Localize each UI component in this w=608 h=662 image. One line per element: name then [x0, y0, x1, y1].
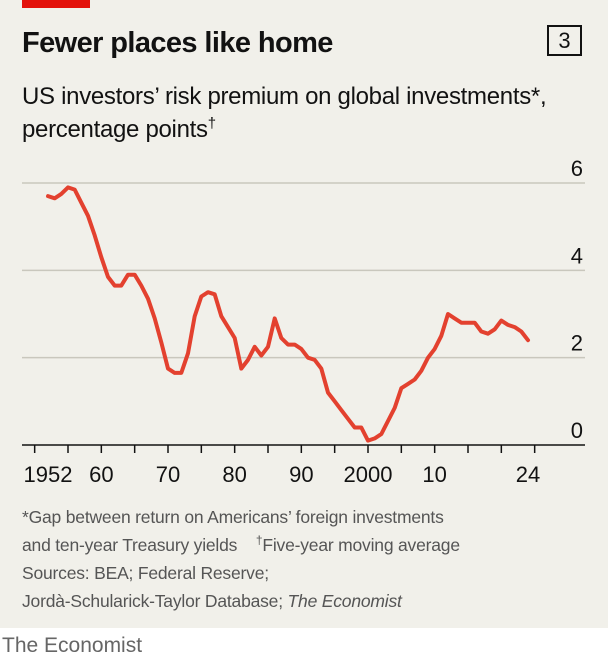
- footnote-line-2: and ten-year Treasury yields †Five-year …: [22, 531, 602, 559]
- y-tick-label: 4: [571, 243, 583, 268]
- x-tick-label: 24: [516, 462, 540, 487]
- chart-number-badge: 3: [547, 25, 582, 56]
- x-tick-label: 80: [222, 462, 246, 487]
- x-tick-label: 2000: [344, 462, 393, 487]
- x-tick-label: 60: [89, 462, 113, 487]
- chart-title: Fewer places like home: [22, 27, 333, 59]
- y-tick-labels: 0 2 4 6: [571, 156, 583, 443]
- sources-line-2-text: Jordà-Schularick-Taylor Database;: [22, 591, 283, 611]
- x-tick-label: 90: [289, 462, 313, 487]
- footnote-line-2-rest: Five-year moving average: [262, 535, 460, 555]
- series: [46, 185, 530, 443]
- x-tick-label: 70: [156, 462, 180, 487]
- subtitle-footnote-mark: †: [207, 115, 216, 132]
- x-tick-label: 1952: [24, 462, 73, 487]
- sources-line-1: Sources: BEA; Federal Reserve;: [22, 563, 269, 583]
- x-tick-label: 10: [422, 462, 446, 487]
- x-tick-labels: 1952 60 70 80 90 2000 10 24: [24, 462, 541, 487]
- gridlines: [22, 182, 585, 359]
- y-tick-label: 2: [571, 331, 583, 356]
- footnote-dagger-mark: †: [255, 533, 263, 548]
- footnote-line-1: *Gap between return on Americans’ foreig…: [22, 507, 444, 527]
- brand-red-tag: [22, 0, 90, 8]
- y-tick-label: 6: [571, 156, 583, 181]
- chart-subtitle: US investors’ risk premium on global inv…: [22, 80, 582, 146]
- risk-premium-line: [46, 185, 530, 443]
- y-tick-label: 0: [571, 418, 583, 443]
- x-axis: [22, 444, 585, 453]
- sources-line-2: Jordà-Schularick-Taylor Database; The Ec…: [22, 587, 602, 615]
- chart-footnotes: *Gap between return on Americans’ foreig…: [22, 503, 602, 615]
- publisher-credit: The Economist: [2, 634, 143, 657]
- sources-line-2-italic: The Economist: [287, 591, 402, 611]
- subtitle-text: US investors’ risk premium on global inv…: [22, 83, 547, 143]
- footnote-line-2-text: and ten-year Treasury yields: [22, 535, 238, 555]
- chart-panel: [0, 0, 608, 628]
